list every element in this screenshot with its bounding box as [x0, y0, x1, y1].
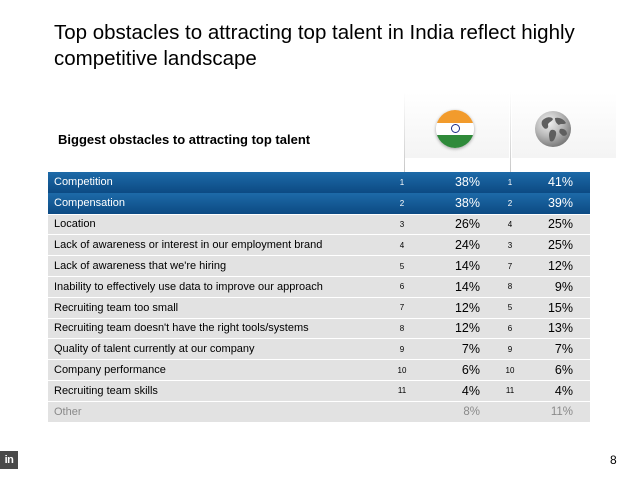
table-row: Inability to effectively use data to imp…	[48, 276, 590, 297]
india-percent: 14%	[454, 279, 480, 294]
divider-line	[510, 92, 511, 172]
row-label: Compensation	[54, 197, 125, 210]
divider-line	[404, 92, 405, 172]
india-rank: 9	[399, 344, 405, 354]
global-percent: 12%	[547, 259, 573, 274]
india-percent: 24%	[454, 238, 480, 253]
global-percent: 11%	[550, 405, 573, 418]
table-row: Compensation 2 38% 2 39%	[48, 192, 590, 214]
linkedin-logo: in	[0, 451, 18, 469]
global-rank: 11	[505, 386, 515, 396]
row-label: Competition	[54, 176, 113, 189]
global-rank: 1	[507, 177, 513, 187]
global-percent: 41%	[547, 175, 573, 190]
india-percent: 14%	[454, 259, 480, 274]
row-label: Recruiting team skills	[54, 384, 158, 397]
global-rank: 6	[507, 323, 513, 333]
india-rank: 10	[397, 365, 407, 375]
india-percent: 38%	[454, 196, 480, 211]
global-percent: 39%	[547, 196, 573, 211]
india-rank: 6	[399, 282, 405, 292]
obstacles-table: Competition 1 38% 1 41% Compensation 2 38% 2 39% L…	[48, 172, 590, 425]
global-rank: 3	[507, 240, 513, 250]
table-row: Competition 1 38% 1 41%	[48, 172, 590, 193]
table-row: Company performance 10 6% 10 6%	[48, 359, 590, 380]
global-percent: 4%	[554, 383, 573, 398]
india-percent: 26%	[454, 217, 480, 232]
global-percent: 13%	[547, 321, 573, 336]
global-percent: 7%	[554, 342, 573, 357]
india-rank: 2	[399, 198, 405, 208]
row-label: Lack of awareness or interest in our emp…	[54, 239, 323, 252]
india-percent: 6%	[461, 363, 480, 378]
row-label: Recruiting team too small	[54, 301, 179, 314]
india-percent: 12%	[454, 321, 480, 336]
row-label: Lack of awareness that we're hiring	[54, 260, 227, 273]
table-row: Lack of awareness that we're hiring 5 14% 7…	[48, 255, 590, 276]
row-label: Location	[54, 218, 96, 231]
global-rank: 5	[507, 303, 513, 313]
global-percent: 25%	[547, 238, 573, 253]
row-label: Company performance	[54, 364, 166, 377]
table-row: Recruiting team too small 7 12% 5 15%	[48, 296, 590, 318]
global-rank: 10	[505, 365, 515, 375]
table-row: Recruiting team skills 11 4% 11 4%	[48, 380, 590, 401]
row-label: Inability to effectively use data to imp…	[54, 280, 323, 293]
india-rank	[391, 402, 413, 422]
table-row: Recruiting team doesn't have the right t…	[48, 317, 590, 339]
global-percent: 9%	[554, 279, 573, 294]
globe-icon	[535, 111, 571, 147]
global-rank: 9	[507, 344, 513, 354]
slide-title: Top obstacles to attracting top talent i…	[54, 21, 575, 70]
global-percent: 6%	[554, 363, 573, 378]
india-percent: 8%	[463, 405, 480, 418]
india-rank: 11	[397, 386, 407, 396]
india-rank: 7	[399, 303, 405, 313]
global-percent: 15%	[547, 300, 573, 315]
global-rank: 8	[507, 282, 513, 292]
india-percent: 12%	[454, 300, 480, 315]
india-rank: 1	[399, 177, 405, 187]
table-row: Quality of talent currently at our compa…	[48, 338, 590, 360]
india-percent: 7%	[461, 342, 480, 357]
india-percent: 38%	[454, 175, 480, 190]
row-label: Quality of talent currently at our compa…	[54, 343, 255, 356]
global-rank: 7	[507, 261, 513, 271]
row-label: Recruiting team doesn't have the right t…	[54, 322, 309, 335]
table-row: Other 8% 11%	[48, 400, 590, 422]
table-row: Location 3 26% 4 25%	[48, 213, 590, 235]
global-rank: 4	[507, 219, 513, 229]
india-rank: 4	[399, 240, 405, 250]
row-label: Other	[54, 405, 82, 418]
india-flag-icon	[436, 110, 474, 148]
table-row: Lack of awareness or interest in our emp…	[48, 234, 590, 256]
global-rank	[499, 402, 521, 422]
chart-title: Biggest obstacles to attracting top tale…	[58, 132, 311, 147]
page-number: 8	[610, 453, 617, 467]
india-rank: 3	[399, 219, 405, 229]
india-percent: 4%	[461, 383, 480, 398]
global-percent: 25%	[547, 217, 573, 232]
global-rank: 2	[507, 198, 513, 208]
india-rank: 8	[399, 323, 405, 333]
india-rank: 5	[399, 261, 405, 271]
